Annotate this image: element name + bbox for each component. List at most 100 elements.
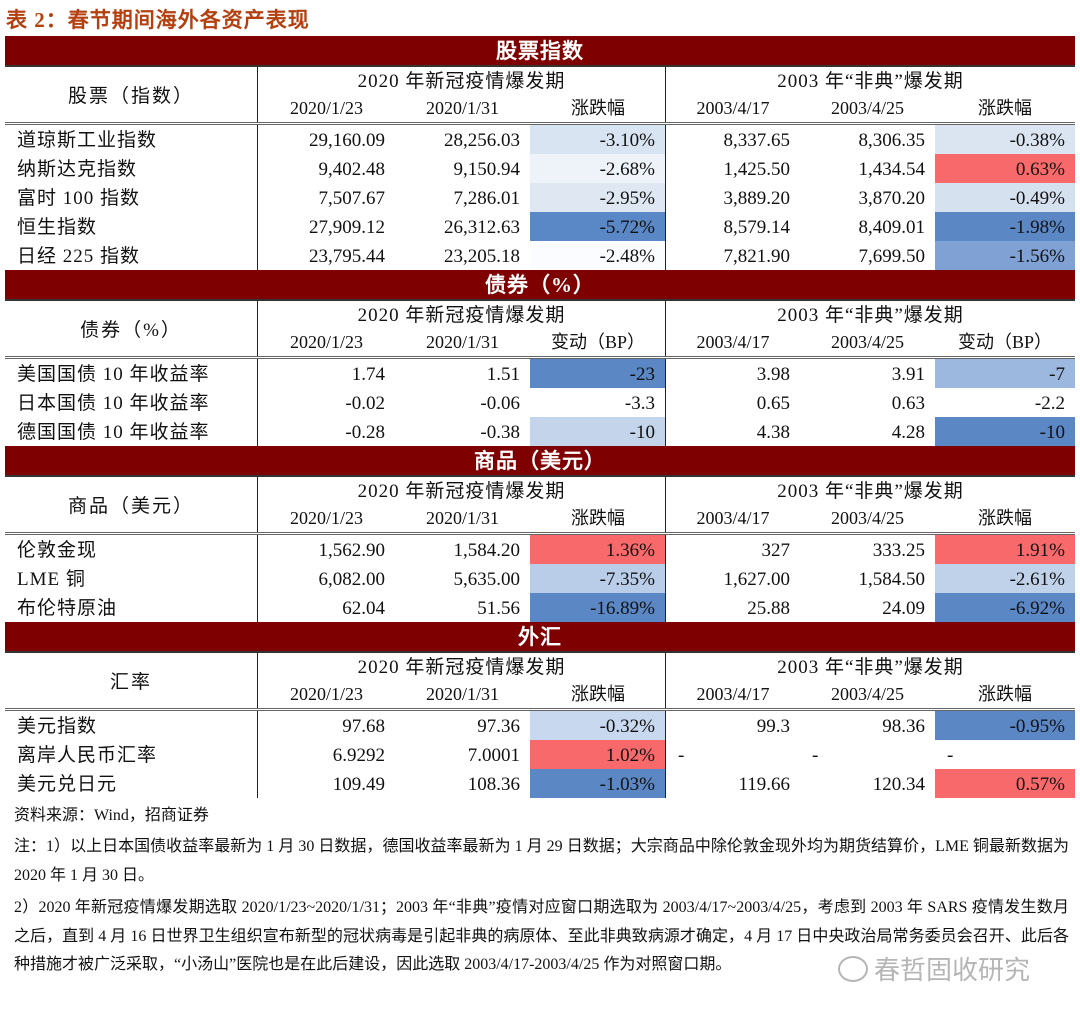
value-cell: 8,306.35 [858,130,926,151]
row-label-header: 股票（指数） [5,67,258,122]
column-header: 2003/4/17 [696,508,770,528]
source-note: 资料来源：Wind，招商证券 [14,807,209,824]
change-cell: -10 [530,417,666,446]
column-header: 2020/1/23 [289,332,363,352]
table-row: 伦敦金现 1,562.90 1,584.20 1.36% 327 333.25 1.91% [5,535,1075,564]
row-name: 离岸人民币汇率 [5,740,258,769]
period-title: 2003 年“非典”爆发期 [777,71,964,92]
value-cell: 7,507.67 [318,188,386,209]
value-cell: 25.88 [747,598,790,619]
value-cell: 327 [761,540,791,561]
row-name: 道琼斯工业指数 [5,125,258,154]
period-title: 2020 年新冠疫情爆发期 [357,481,566,502]
period-title: 2003 年“非典”爆发期 [777,657,964,678]
value-cell: -0.28 [345,422,385,443]
value-cell: 8,579.14 [723,217,791,238]
section-header: 汇率 2020 年新冠疫情爆发期 2020/1/23 2020/1/31 涨跌幅 2003… [5,653,1075,711]
table-row: 离岸人民币汇率 6.9292 7.0001 1.02% - - - [5,740,1075,769]
note-2: 2）2020 年新冠疫情爆发期选取 2020/1/23~2020/1/31；20… [14,899,1069,973]
value-cell: 7,699.50 [858,246,926,267]
section-band: 债券（%） [5,270,1075,301]
section-band: 股票指数 [5,36,1075,67]
table-title: 表 2：春节期间海外各资产表现 [6,8,310,32]
row-label-header: 汇率 [5,653,258,708]
value-cell: 4.38 [756,422,790,443]
watermark: 春哲固收研究 [838,950,1030,987]
change-cell: -3.10% [530,125,666,154]
row-name: 美元指数 [5,711,258,740]
change-cell: -2.68% [530,154,666,183]
value-cell: 1,434.54 [858,159,926,180]
value-cell: 1,425.50 [723,159,791,180]
change-cell: 0.57% [935,769,1075,798]
change-cell: -7.35% [530,564,666,593]
column-header: 2003/4/17 [696,332,770,352]
value-cell: 1,584.50 [858,569,926,590]
value-cell: 98.36 [882,716,925,737]
column-header: 2003/4/25 [830,98,904,118]
section: 债券（%） 债券（%） 2020 年新冠疫情爆发期 2020/1/23 2020/1/3… [5,270,1075,446]
change-cell: -0.95% [935,711,1075,740]
table-row: 美国国债 10 年收益率 1.74 1.51 -23 3.98 3.91 -7 [5,359,1075,388]
section: 股票指数 股票（指数） 2020 年新冠疫情爆发期 2020/1/23 2020/1/3… [5,36,1075,270]
period-header: 2003 年“非典”爆发期 2003/4/17 2003/4/25 变动（BP） [666,301,1075,356]
period-header: 2003 年“非典”爆发期 2003/4/17 2003/4/25 涨跌幅 [666,477,1075,532]
value-cell: 7,286.01 [453,188,521,209]
column-header: 2020/1/23 [289,98,363,118]
column-header: 2020/1/31 [425,98,499,118]
row-name: 布伦特原油 [5,593,258,622]
table-row: 富时 100 指数 7,507.67 7,286.01 -2.95% 3,889.20 3… [5,183,1075,212]
section: 商品（美元） 商品（美元） 2020 年新冠疫情爆发期 2020/1/23 2020/1… [5,446,1075,622]
date-headers: 2020/1/23 2020/1/31 涨跌幅 [258,95,665,122]
period-title: 2003 年“非典”爆发期 [777,481,964,502]
row-name: 恒生指数 [5,212,258,241]
column-header: 涨跌幅 [571,508,625,528]
value-cell: 23,205.18 [444,246,520,267]
change-cell: -2.2 [935,388,1075,417]
row-name: 富时 100 指数 [5,183,258,212]
period-header: 2003 年“非典”爆发期 2003/4/17 2003/4/25 涨跌幅 [666,653,1075,708]
date-headers: 2003/4/17 2003/4/25 涨跌幅 [666,95,1075,122]
row-name: 德国国债 10 年收益率 [5,417,258,446]
table-row: 道琼斯工业指数 29,160.09 28,256.03 -3.10% 8,337.65 8… [5,125,1075,154]
value-cell: -0.02 [345,393,385,414]
period-header: 2020 年新冠疫情爆发期 2020/1/23 2020/1/31 涨跌幅 [258,653,666,708]
value-cell: 99.3 [756,716,790,737]
row-name: 纳斯达克指数 [5,154,258,183]
table-row: 纳斯达克指数 9,402.48 9,150.94 -2.68% 1,425.50 1,43… [5,154,1075,183]
table-row: 日经 225 指数 23,795.44 23,205.18 -2.48% 7,821.9… [5,241,1075,270]
value-cell: - [678,745,685,766]
table-row: 德国国债 10 年收益率 -0.28 -0.38 -10 4.38 4.28 -10 [5,417,1075,446]
column-header: 涨跌幅 [978,684,1032,704]
value-cell: - [812,745,819,766]
column-header: 2020/1/23 [289,684,363,704]
period-header: 2020 年新冠疫情爆发期 2020/1/23 2020/1/31 变动（BP） [258,301,666,356]
asset-performance-table: 股票指数 股票（指数） 2020 年新冠疫情爆发期 2020/1/23 2020/1/3… [5,36,1075,798]
table-row: 美元指数 97.68 97.36 -0.32% 99.3 98.36 -0.95% [5,711,1075,740]
table-row: 日本国债 10 年收益率 -0.02 -0.06 -3.3 0.65 0.63 -2.2 [5,388,1075,417]
value-cell: 4.28 [891,422,925,443]
date-headers: 2020/1/23 2020/1/31 涨跌幅 [258,681,665,708]
row-name: 日经 225 指数 [5,241,258,270]
value-cell: -0.38 [480,422,520,443]
change-cell: - [935,740,1075,769]
change-cell: -1.98% [935,212,1075,241]
value-cell: 9,150.94 [453,159,521,180]
period-header: 2020 年新冠疫情爆发期 2020/1/23 2020/1/31 涨跌幅 [258,67,666,122]
value-cell: 1.51 [486,364,520,385]
change-cell: 1.36% [530,535,666,564]
value-cell: 27,909.12 [309,217,385,238]
row-name: 美国国债 10 年收益率 [5,359,258,388]
change-cell: -16.89% [530,593,666,622]
value-cell: 24.09 [882,598,925,619]
change-cell: -7 [935,359,1075,388]
column-header: 变动（BP） [550,332,646,352]
column-header: 2003/4/25 [830,508,904,528]
value-cell: 51.56 [477,598,520,619]
value-cell: 3,870.20 [858,188,926,209]
column-header: 2020/1/31 [425,684,499,704]
change-cell: -0.49% [935,183,1075,212]
column-header: 涨跌幅 [978,508,1032,528]
column-header: 涨跌幅 [571,98,625,118]
value-cell: 29,160.09 [309,130,385,151]
